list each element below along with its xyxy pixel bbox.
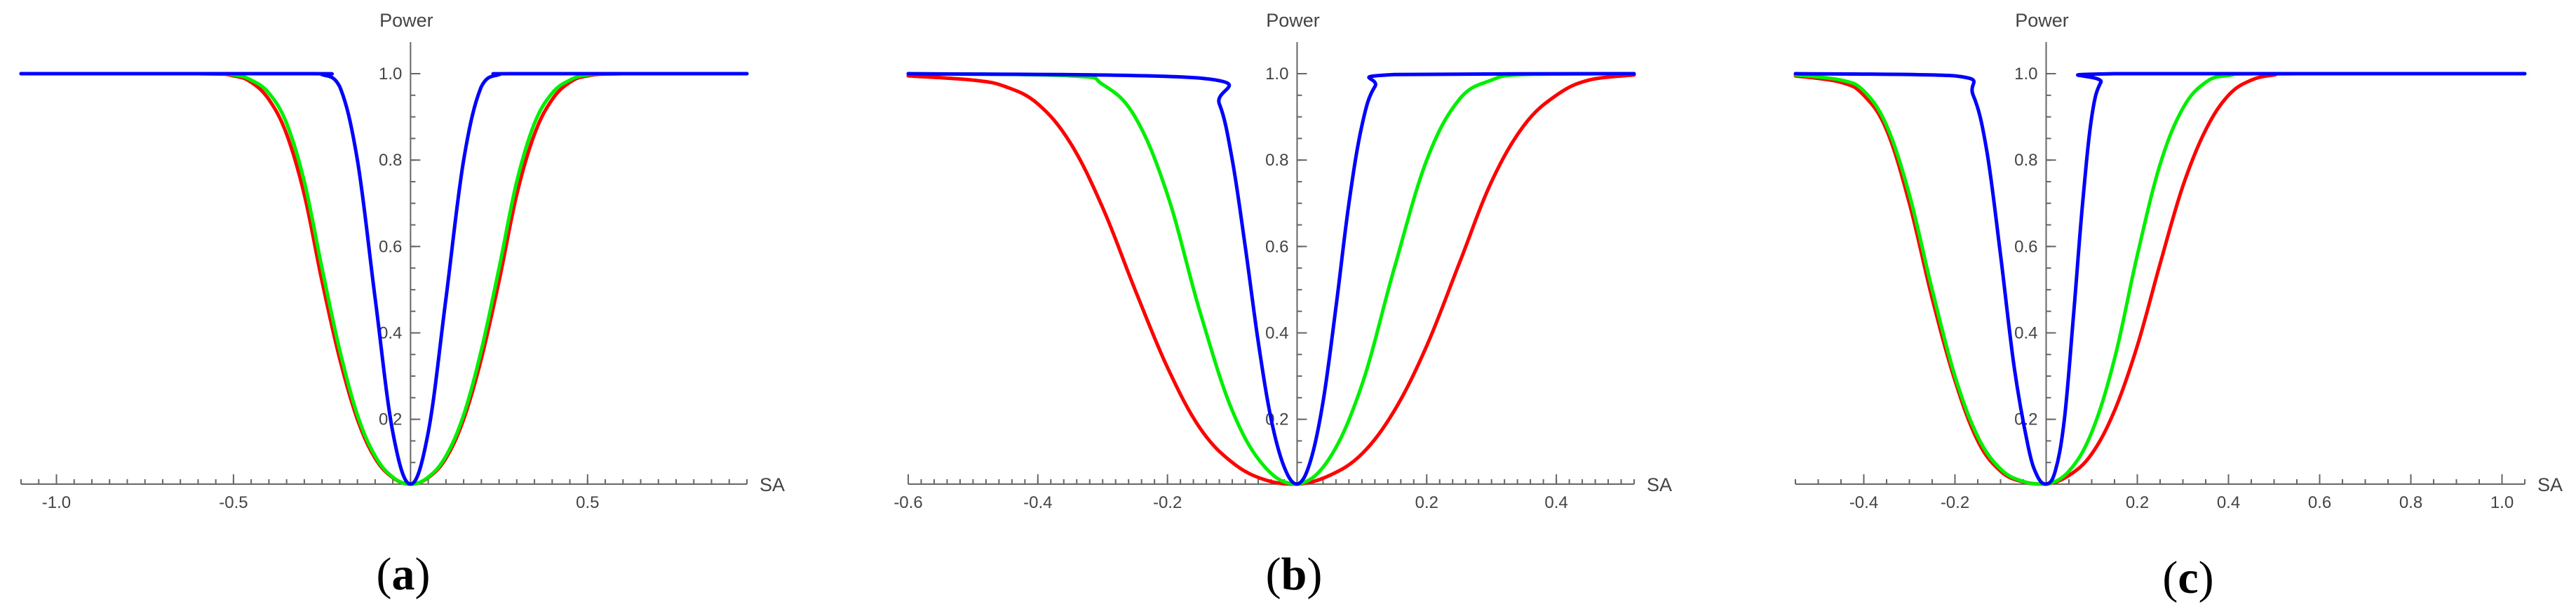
x-tick-label: -0.6 — [893, 493, 922, 512]
panel-letter: b — [1281, 549, 1307, 600]
series-line-1 — [1793, 72, 2527, 486]
y-tick-label: 0.6 — [379, 237, 402, 256]
series-line-3 — [906, 72, 1636, 486]
x-tick-label: 0.6 — [2308, 493, 2331, 512]
x-tick-label: -0.2 — [1941, 493, 1969, 512]
y-tick-label: 0.2 — [2014, 410, 2037, 429]
series-line-1 — [906, 73, 1636, 486]
x-tick-label: 0.4 — [2217, 493, 2240, 512]
y-tick-label: 0.8 — [2014, 151, 2037, 170]
panel-label: (c) — [2162, 552, 2213, 603]
panel-letter: a — [392, 549, 415, 600]
y-tick-label: 0.4 — [379, 323, 402, 342]
x-axis-title: SA — [2537, 474, 2563, 495]
x-tick-label: 0.2 — [1415, 493, 1438, 512]
x-tick-label: -0.5 — [219, 493, 248, 512]
y-tick-label: 0.4 — [1265, 323, 1288, 342]
x-tick-label: -0.4 — [1023, 493, 1052, 512]
y-axis-title: Power — [379, 10, 433, 31]
x-tick-label: -0.2 — [1153, 493, 1182, 512]
series-line-2 — [906, 72, 1636, 486]
x-tick-label: 0.4 — [1544, 493, 1567, 512]
x-axis-title: SA — [1647, 474, 1672, 495]
panel-label: (a) — [377, 549, 431, 600]
x-tick-label: -1.0 — [42, 493, 71, 512]
y-tick-label: 1.0 — [1265, 65, 1288, 83]
y-axis-title: Power — [2015, 10, 2069, 31]
panel-letter: c — [2178, 552, 2198, 603]
series-line-3 — [19, 72, 749, 486]
x-tick-label: -0.4 — [1849, 493, 1878, 512]
x-tick-label: 0.5 — [576, 493, 599, 512]
x-tick-label: 1.0 — [2490, 493, 2514, 512]
x-tick-label: 0.8 — [2399, 493, 2422, 512]
y-tick-label: 0.6 — [2014, 237, 2037, 256]
y-tick-label: 1.0 — [2014, 65, 2037, 83]
panel-label: (b) — [1266, 549, 1323, 600]
y-tick-label: 0.8 — [1265, 151, 1288, 170]
x-axis-title: SA — [760, 474, 785, 495]
y-tick-label: 0.6 — [1265, 237, 1288, 256]
y-axis-title: Power — [1266, 10, 1320, 31]
y-tick-label: 0.4 — [2014, 323, 2037, 342]
y-tick-label: 0.8 — [379, 151, 402, 170]
chart-panel-c: -0.4 -0.2 0.2 0.4 0.6 0.8 1.0 0.2 0.4 0.6 0.8 1.0 Po… — [1793, 10, 2563, 603]
series-line-3 — [1793, 72, 2527, 486]
series-line-2 — [1793, 72, 2527, 486]
y-tick-label: 1.0 — [379, 65, 402, 83]
chart-panel-b: -0.6 -0.4 -0.2 0.2 0.40.20.40.60.81.0PowerSA… — [893, 10, 1672, 600]
x-tick-label: 0.2 — [2126, 493, 2149, 512]
